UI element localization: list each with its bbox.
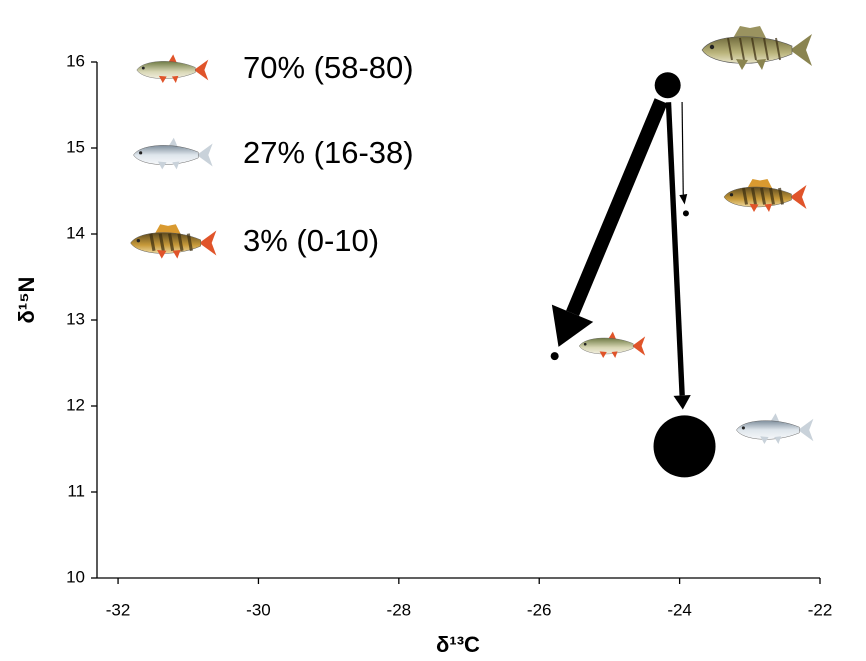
legend-label: 27% (16-38): [243, 135, 414, 170]
diet-arrow: [679, 102, 687, 204]
fish-eye: [584, 343, 587, 346]
fish-eye: [710, 45, 714, 49]
fish-icon: [736, 413, 813, 444]
x-tick-label: -22: [808, 600, 833, 619]
fish-body: [133, 145, 198, 164]
y-tick-label: 12: [66, 395, 85, 414]
diet-arrow: [668, 102, 690, 409]
fish-eye: [730, 193, 733, 196]
y-tick-label: 14: [66, 223, 85, 242]
fish-tail: [199, 231, 216, 256]
y-axis-title: δ¹⁵N: [14, 277, 39, 324]
diet-arrow: [552, 101, 661, 347]
y-tick-label: 15: [66, 137, 85, 156]
fish-body: [736, 421, 799, 440]
x-tick-label: -26: [527, 600, 552, 619]
x-tick-label: -24: [667, 600, 692, 619]
fish-icon: [702, 26, 812, 70]
legend-label: 70% (58-80): [243, 50, 414, 85]
point: [655, 72, 681, 98]
fish-tail: [632, 336, 645, 355]
fish-tail: [790, 185, 807, 209]
arrow-shaft: [573, 101, 662, 313]
arrow-head: [679, 194, 687, 204]
legend-label: 3% (0-10): [243, 223, 379, 258]
arrow-head: [674, 395, 691, 409]
fish-icon: [137, 54, 209, 83]
fish-eye: [742, 426, 745, 429]
fish-icon: [579, 332, 645, 358]
point: [683, 210, 689, 216]
x-tick-label: -30: [246, 600, 271, 619]
fish-tail: [194, 60, 208, 81]
fish-body: [137, 61, 196, 78]
y-tick-label: 13: [66, 309, 85, 328]
x-axis-title: δ¹³C: [436, 632, 480, 657]
y-tick-label: 10: [66, 567, 85, 586]
chart: δ¹³C δ¹⁵N 10 11 12 13 14 15 16 -32 -30 -28 -26 -24 -…: [0, 0, 866, 661]
fish-icon: [131, 224, 217, 258]
fish-icon: [724, 179, 807, 212]
x-tick-label: -28: [387, 600, 412, 619]
point: [654, 415, 716, 477]
fish-tail: [790, 34, 812, 66]
arrow-shaft: [668, 102, 682, 395]
arrow-shaft: [682, 102, 683, 194]
y-tick-label: 11: [67, 481, 85, 500]
x-tick-label: -32: [106, 600, 131, 619]
fish-eye: [142, 67, 145, 70]
y-tick-label: 16: [66, 51, 85, 70]
fish-eye: [139, 151, 142, 154]
fish-tail: [798, 419, 813, 441]
fish-eye: [137, 239, 140, 242]
fish-body: [579, 338, 633, 354]
fish-tail: [197, 143, 213, 166]
fish-icon: [133, 138, 212, 170]
point: [551, 352, 559, 360]
